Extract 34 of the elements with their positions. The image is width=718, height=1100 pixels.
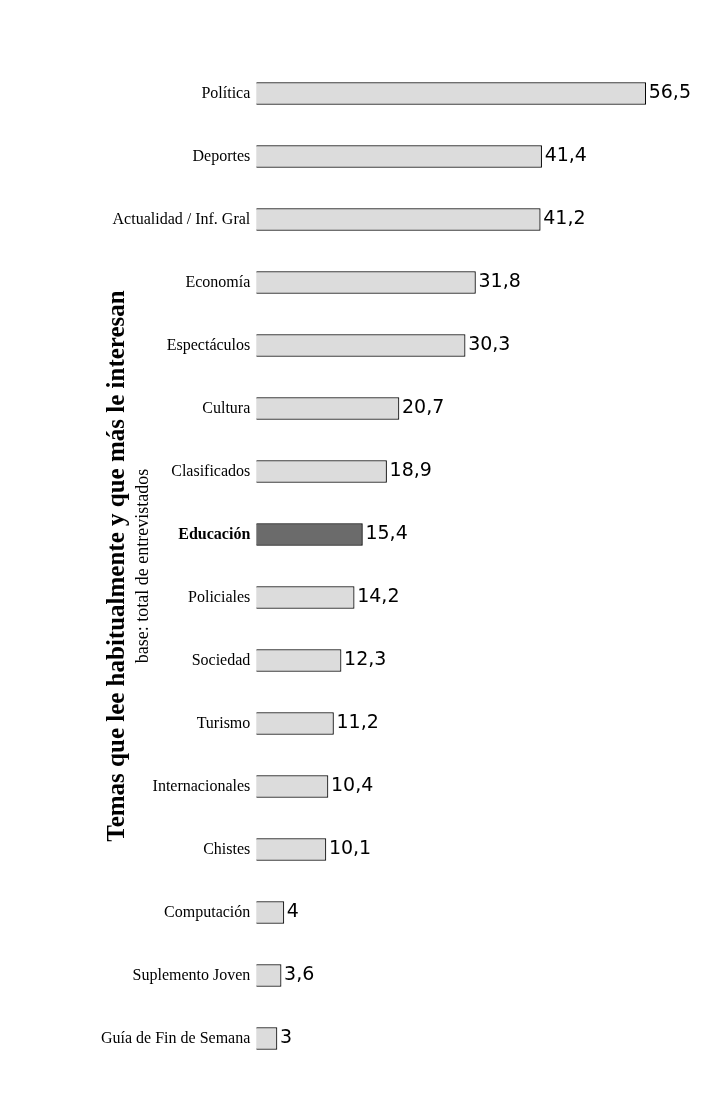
data-label: 4 (286, 899, 299, 922)
y-tick-label: Espectáculos (166, 335, 251, 354)
data-label: 31,8 (478, 269, 521, 292)
y-tick-label: Política (201, 83, 251, 101)
data-label: 14,2 (357, 584, 400, 607)
data-label: 20,7 (401, 395, 445, 418)
data-label: 10,4 (330, 773, 374, 796)
data-label: 3,6 (284, 962, 315, 985)
y-tick-label: Cultura (202, 398, 251, 416)
y-tick-label: Deportes (192, 146, 251, 165)
y-tick-label: Sociedad (191, 650, 251, 668)
data-label: 41,4 (544, 143, 587, 166)
y-tick-label: Educación (178, 524, 251, 542)
data-label: 11,2 (336, 710, 379, 733)
data-label: 41,2 (543, 206, 586, 229)
text: Temas que lee habitualmente y que más le interesan (101, 290, 129, 842)
data-label: 18,9 (389, 458, 432, 481)
data-label: 3 (279, 1025, 293, 1048)
y-tick-label: Clasificados (171, 461, 251, 479)
y-tick-label: Economía (185, 272, 251, 290)
y-tick-label: Internacionales (152, 776, 251, 794)
y-tick-label: Actualidad / Inf. Gral (112, 209, 251, 227)
y-tick-label: Policiales (188, 587, 251, 605)
y-tick-label: Chistes (203, 839, 251, 857)
data-label: 12,3 (344, 647, 387, 670)
data-label: 15,4 (365, 521, 408, 544)
text: base: total de entrevistados (131, 468, 152, 664)
data-label: 30,3 (468, 332, 511, 355)
y-tick-label: Guía de Fin de Semana (101, 1028, 251, 1046)
y-tick-label: Suplemento Joven (132, 965, 251, 984)
data-label: 56,5 (648, 80, 692, 103)
data-label: 10,1 (328, 836, 372, 859)
y-tick-label: Computación (164, 902, 251, 921)
y-tick-label: Turismo (196, 713, 251, 731)
